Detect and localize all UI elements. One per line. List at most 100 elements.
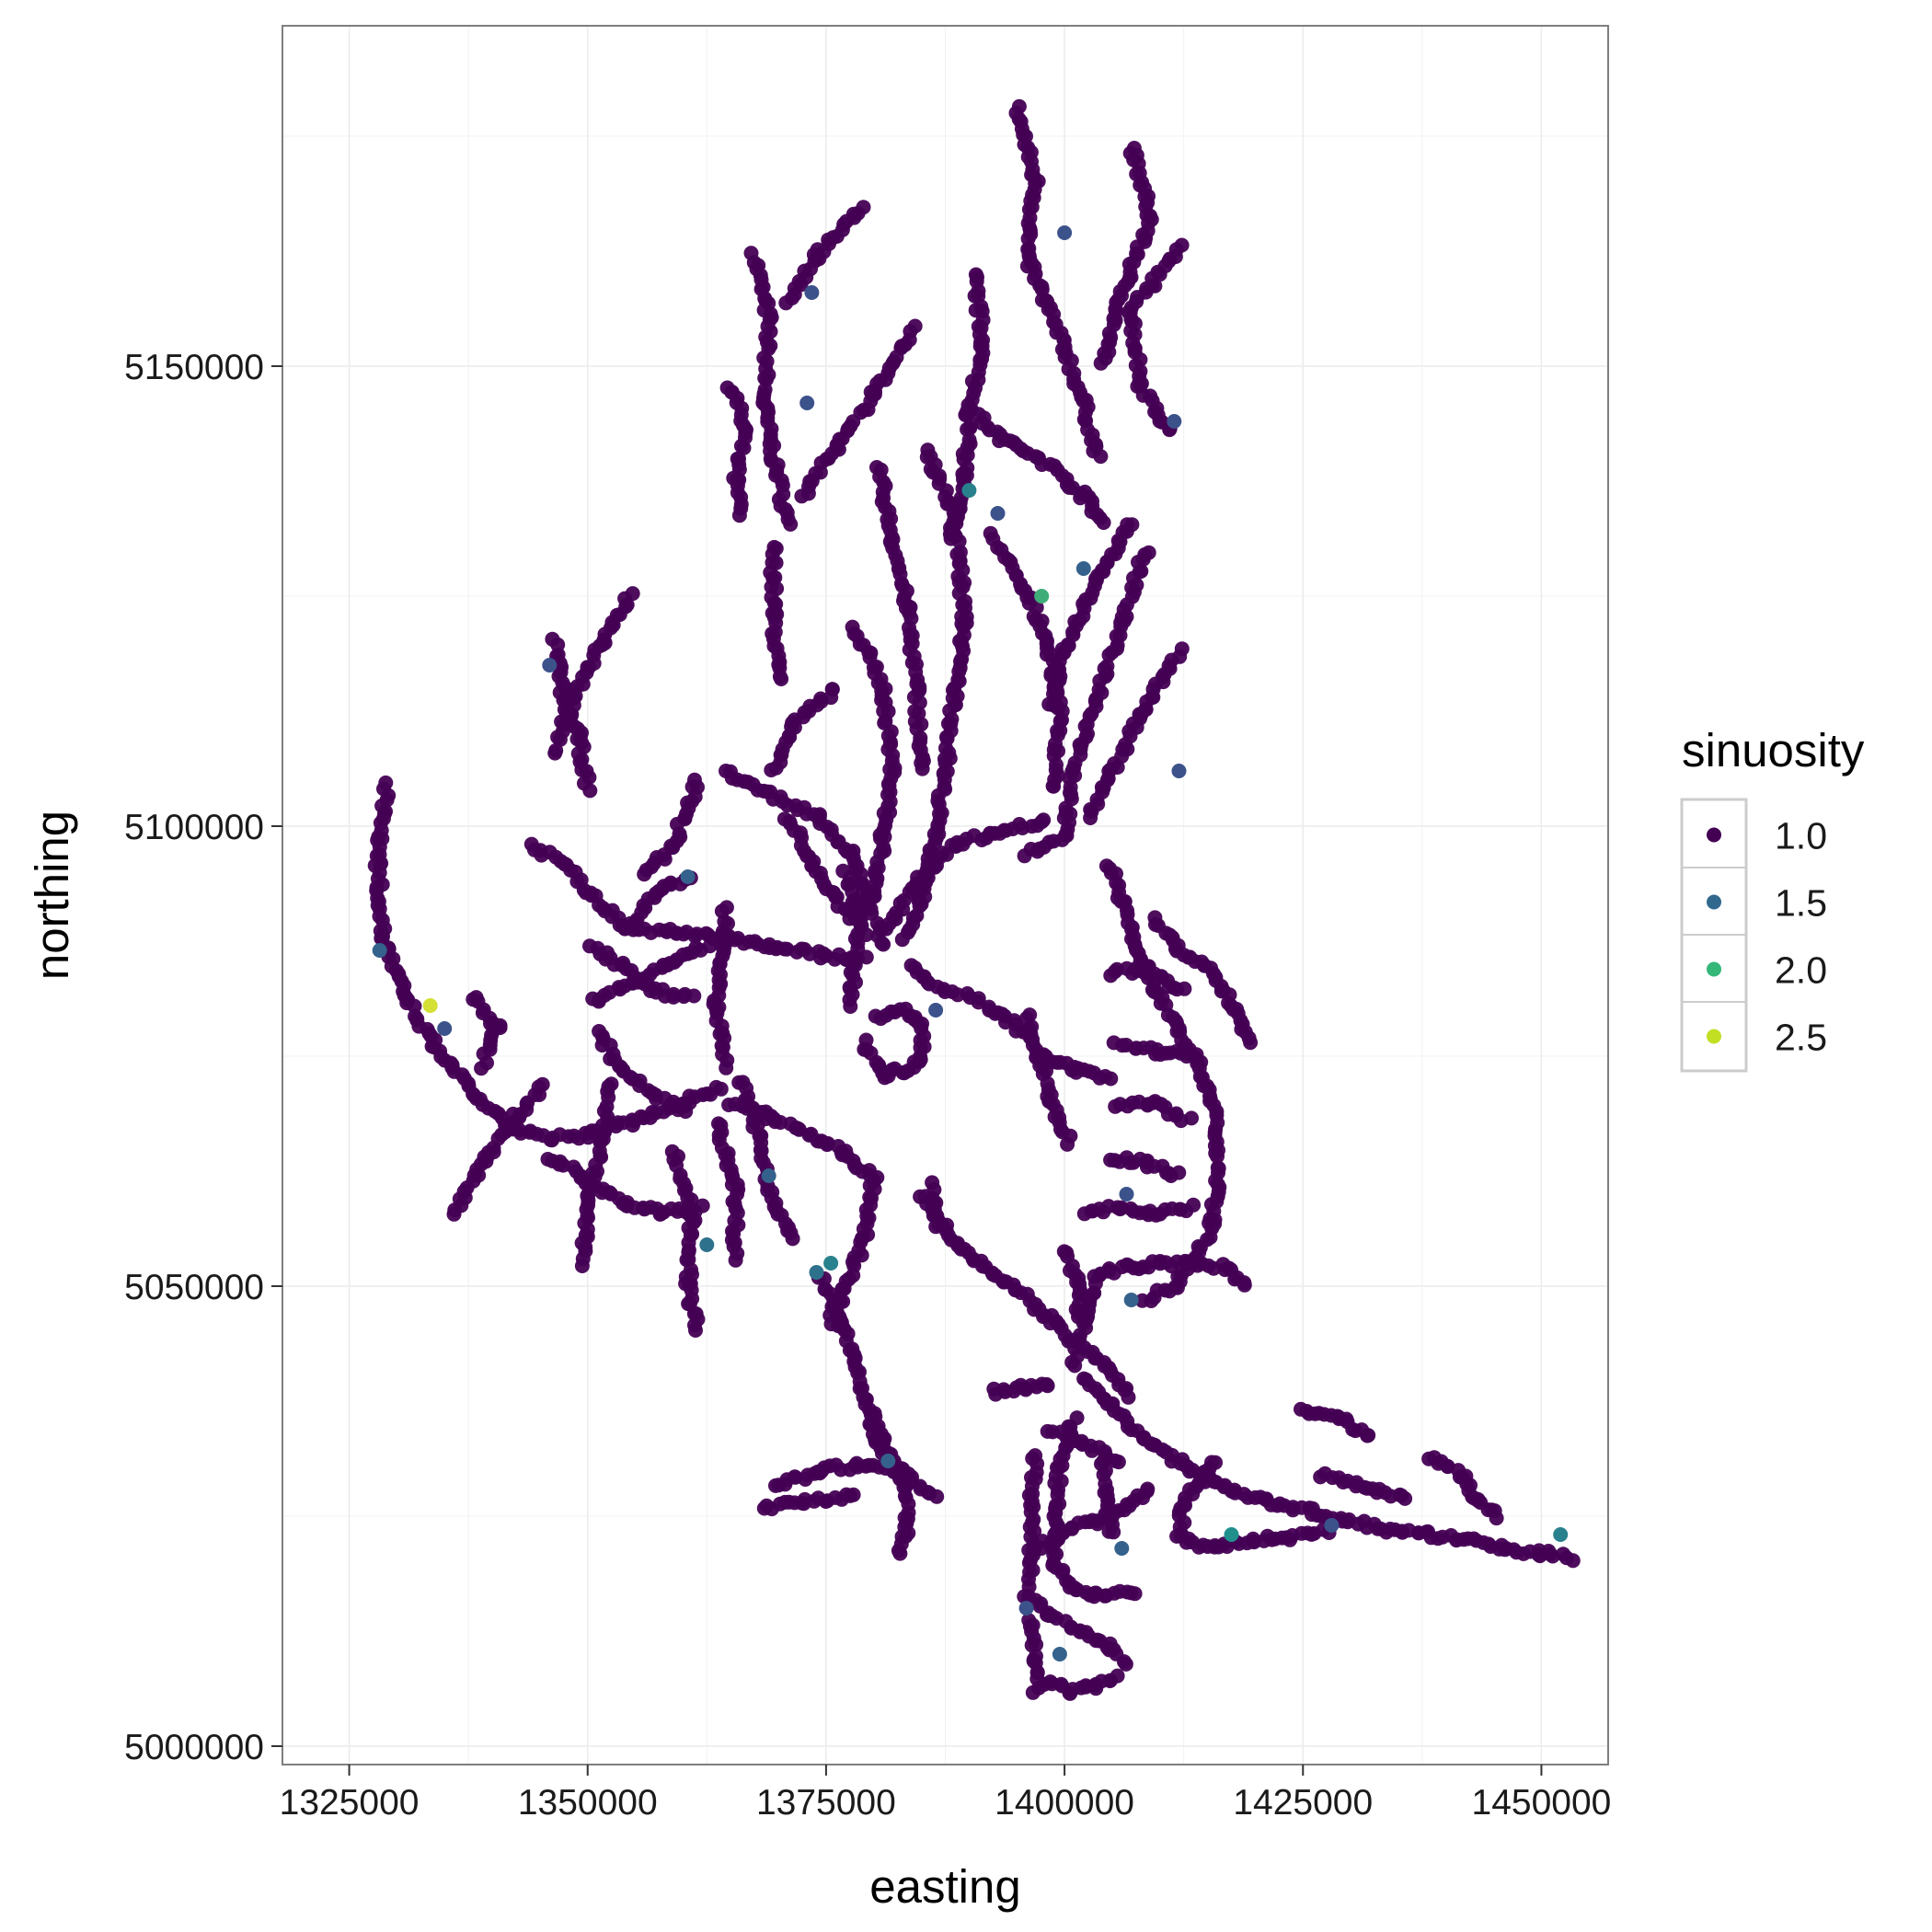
sinuosity-point — [823, 1256, 839, 1271]
reach-point — [928, 1219, 944, 1235]
reach-point — [535, 1076, 550, 1092]
reach-point — [929, 1489, 945, 1504]
reach-point — [778, 295, 794, 311]
reach-point — [1134, 1293, 1150, 1308]
sinuosity-point — [799, 396, 815, 410]
reach-point — [678, 1104, 694, 1120]
reach-point — [1103, 1071, 1119, 1087]
sinuosity-point — [990, 506, 1006, 521]
reach-point — [466, 992, 481, 1007]
reach-point — [582, 783, 598, 799]
sinuosity-point — [1171, 764, 1187, 778]
sinuosity-point — [1167, 414, 1182, 429]
reach-point — [1118, 1656, 1133, 1672]
data-points — [367, 98, 1581, 1701]
legend-label: 1.0 — [1775, 815, 1827, 857]
sinuosity-point — [928, 1003, 944, 1018]
x-tick-label: 1375000 — [756, 1783, 896, 1823]
legend-label: 2.5 — [1775, 1017, 1827, 1059]
reach-point — [1083, 811, 1098, 825]
reach-point — [1106, 1524, 1121, 1540]
reach-point — [1236, 1277, 1252, 1293]
x-tick-label: 1325000 — [280, 1783, 420, 1823]
sinuosity-point — [1052, 1647, 1067, 1662]
reach-point — [992, 433, 1007, 449]
reach-point — [1489, 1511, 1504, 1526]
reach-point — [1121, 1389, 1136, 1405]
reach-point — [604, 1076, 619, 1092]
legend-key-dot — [1707, 961, 1721, 977]
reach-point — [719, 900, 734, 915]
reach-point — [731, 508, 747, 523]
reach-point — [686, 988, 702, 1004]
sinuosity-point — [1114, 1541, 1130, 1556]
reach-point — [774, 672, 789, 686]
sinuosity-point — [1119, 1187, 1134, 1202]
y-tick-label: 5100000 — [124, 808, 264, 847]
x-tick-label: 1425000 — [1233, 1783, 1373, 1823]
legend-key-dot — [1707, 894, 1721, 910]
reach-point — [1184, 1110, 1199, 1126]
x-axis-title: easting — [869, 1860, 1020, 1913]
reach-point — [1397, 1490, 1413, 1506]
sinuosity-point — [880, 1454, 896, 1468]
reach-point — [1025, 1685, 1041, 1700]
x-tick-label: 1450000 — [1472, 1783, 1612, 1823]
reach-point — [1093, 449, 1109, 465]
reach-point — [843, 999, 858, 1014]
reach-point — [845, 1487, 861, 1502]
y-axis-title: northing — [26, 811, 78, 980]
x-tick-label: 1400000 — [995, 1783, 1134, 1823]
reach-point — [1189, 1047, 1204, 1063]
reach-point — [1093, 355, 1109, 371]
legend-key-dot — [1707, 1029, 1721, 1044]
legend-title: sinuosity — [1682, 724, 1865, 776]
reach-point — [785, 1231, 800, 1247]
x-tick-label: 1350000 — [518, 1783, 658, 1823]
reach-point — [695, 1198, 710, 1213]
reach-point — [1067, 1358, 1083, 1374]
reach-point — [764, 763, 779, 777]
reach-point — [1140, 1481, 1156, 1497]
y-tick-label: 5000000 — [124, 1728, 264, 1767]
legend-label: 1.5 — [1775, 882, 1827, 925]
reach-point — [378, 775, 394, 790]
reach-point — [702, 938, 718, 954]
y-tick-label: 5050000 — [124, 1268, 264, 1307]
reach-point — [1361, 1428, 1376, 1443]
legend-key-dot — [1707, 827, 1721, 843]
reach-point — [688, 1323, 703, 1338]
reach-point — [1186, 1197, 1202, 1213]
sinuosity-point — [1018, 1601, 1034, 1616]
sinuosity-point — [761, 1168, 776, 1183]
sinuosity-point — [804, 285, 820, 300]
reach-point — [951, 534, 967, 549]
reach-point — [1110, 1668, 1125, 1684]
sinuosity-point — [422, 998, 438, 1013]
reach-point — [868, 1008, 883, 1024]
reach-point — [967, 288, 983, 304]
reach-point — [1177, 981, 1192, 996]
reach-point — [866, 889, 881, 904]
sinuosity-point — [1034, 589, 1050, 604]
sinuosity-point — [961, 483, 977, 498]
reach-point — [876, 937, 891, 952]
reach-point — [914, 761, 930, 776]
sinuosity-point — [372, 943, 387, 958]
plot-panel — [282, 25, 1609, 1765]
panel-border — [282, 25, 1609, 1765]
reach-point — [1210, 1148, 1225, 1164]
y-axis: 5000000 5050000 5100000 5150000 — [124, 348, 282, 1767]
reach-point — [1110, 1455, 1126, 1470]
sinuosity-point — [1075, 561, 1091, 576]
y-tick-label: 5150000 — [124, 348, 264, 387]
reach-point — [637, 867, 652, 882]
reach-point — [1565, 1553, 1581, 1569]
legend-entries: 1.0 1.5 2.0 2.5 — [1682, 815, 1827, 1059]
reach-point — [547, 745, 563, 761]
reach-point — [1096, 515, 1111, 530]
sinuosity-point — [1224, 1527, 1239, 1542]
legend: sinuosity 1.0 1.5 2.0 2.5 — [1680, 724, 1865, 1073]
sinuosity-point — [809, 1265, 824, 1280]
